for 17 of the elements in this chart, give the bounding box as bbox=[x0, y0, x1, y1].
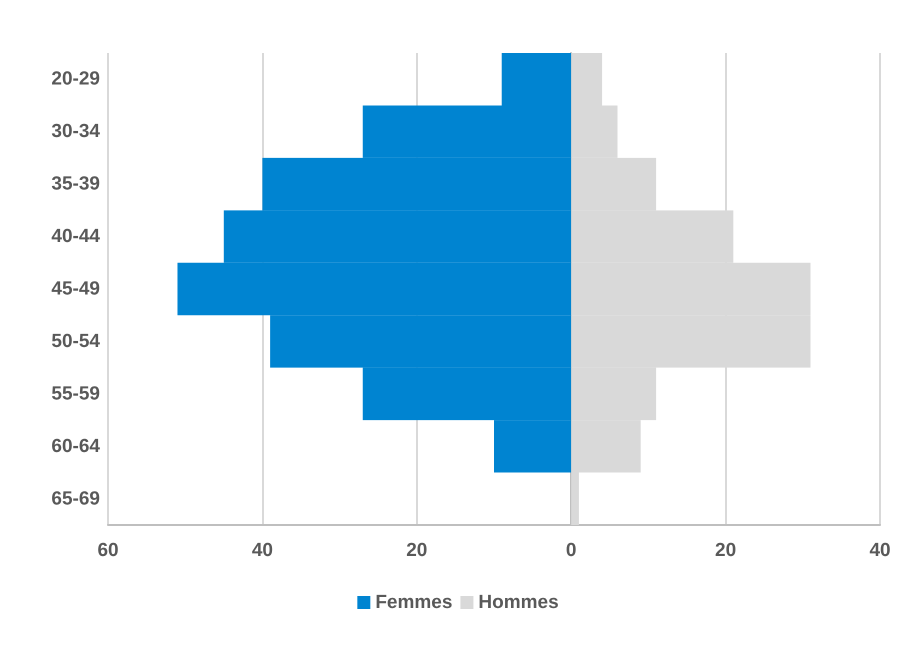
x-tick-label: 40 bbox=[252, 540, 273, 561]
x-tick-label: 0 bbox=[566, 540, 576, 561]
y-tick-label: 50-54 bbox=[51, 330, 100, 352]
y-tick-label: 55-59 bbox=[51, 383, 100, 404]
y-tick-label: 40-44 bbox=[51, 226, 100, 248]
y-tick-label: 45-49 bbox=[51, 278, 100, 300]
legend-label: Hommes bbox=[478, 592, 559, 613]
x-tick-label: 40 bbox=[869, 540, 891, 561]
x-tick-label: 20 bbox=[715, 540, 736, 561]
y-tick-label: 65-69 bbox=[51, 488, 100, 510]
x-tick-label: 60 bbox=[97, 540, 119, 561]
y-tick-label: 20-29 bbox=[51, 68, 100, 90]
legend-label: Femmes bbox=[375, 592, 452, 613]
y-tick-label: 35-39 bbox=[51, 174, 100, 195]
x-tick-label: 20 bbox=[406, 540, 428, 561]
y-tick-label: 60-64 bbox=[51, 436, 100, 457]
y-tick-label: 30-34 bbox=[51, 121, 100, 142]
